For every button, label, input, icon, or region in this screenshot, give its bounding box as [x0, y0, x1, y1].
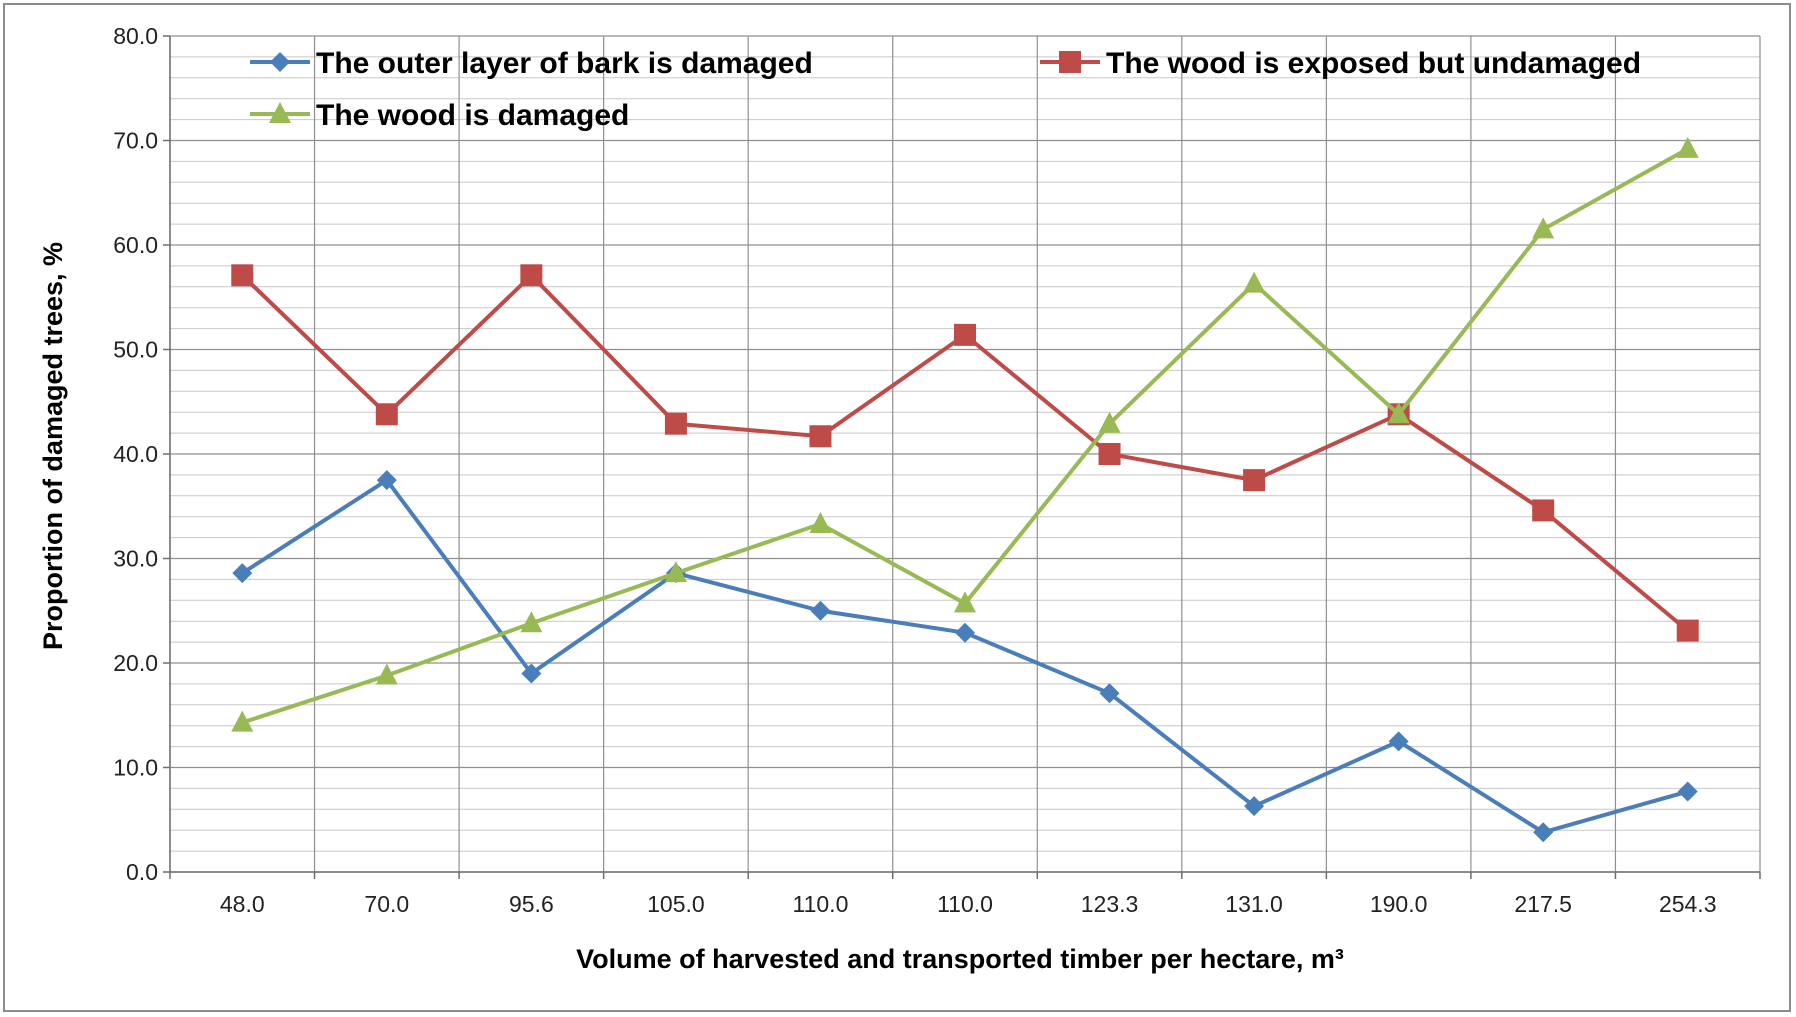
data-point-triangle: [1676, 136, 1699, 158]
x-tick-label: 131.0: [1225, 891, 1283, 917]
y-tick-label: 10.0: [113, 755, 158, 781]
grid: [169, 35, 1761, 873]
data-point-triangle: [1532, 217, 1555, 239]
x-tick-label: 110.0: [793, 891, 849, 917]
data-point-triangle: [1243, 271, 1266, 293]
data-point-square: [1243, 469, 1266, 492]
y-tick-label: 20.0: [113, 650, 158, 676]
legend-item-bark: The outer layer of bark is damaged: [250, 47, 813, 80]
y-tick-label: 30.0: [113, 546, 158, 572]
x-tick-label: 190.0: [1370, 891, 1428, 917]
x-tick-label: 70.0: [364, 891, 409, 917]
x-tick-label: 95.6: [509, 891, 554, 917]
y-axis-title: Proportion of damaged trees, %: [38, 242, 68, 650]
data-point-square: [1532, 499, 1555, 522]
data-point-diamond: [1388, 731, 1409, 752]
x-tick-label: 217.5: [1514, 891, 1572, 917]
legend-label-bark: The outer layer of bark is damaged: [316, 47, 813, 80]
y-tick-label: 0.0: [126, 859, 158, 885]
legend-item-wood-damaged: The wood is damaged: [250, 99, 629, 132]
x-axis-title: Volume of harvested and transported timb…: [576, 944, 1344, 974]
legend: The outer layer of bark is damaged The w…: [250, 47, 1641, 132]
axes: 0.0 10.0 20.0 30.0 40.0 50.0 60.0 70.0 80.0 48.0 7…: [113, 23, 1761, 917]
data-point-diamond: [1244, 796, 1265, 817]
data-point-square: [375, 403, 398, 426]
chart-frame: [3, 3, 1791, 1012]
series-0: [232, 470, 1698, 843]
data-point-triangle: [520, 611, 543, 633]
legend-label-exposed: The wood is exposed but undamaged: [1106, 47, 1641, 80]
data-point-triangle: [375, 663, 398, 685]
x-tick-label: 254.3: [1659, 891, 1717, 917]
data-point-triangle: [231, 710, 254, 732]
data-point-square: [954, 323, 976, 346]
data-point-triangle: [954, 591, 976, 613]
data-point-square: [231, 264, 254, 287]
x-tick-label: 105.0: [647, 891, 705, 917]
y-tick-label: 50.0: [113, 337, 158, 363]
data-point-diamond: [376, 470, 397, 491]
data-point-diamond: [1533, 822, 1554, 843]
y-tick-label: 80.0: [113, 23, 158, 49]
x-tick-label: 110.0: [937, 891, 993, 917]
data-point-square: [664, 412, 687, 435]
data-point-triangle: [1387, 402, 1410, 424]
series-1: [231, 264, 1699, 642]
legend-label-wood-damaged: The wood is damaged: [316, 99, 629, 132]
y-tick-label: 70.0: [113, 128, 158, 154]
data-point-diamond: [232, 563, 253, 584]
data-point-triangle: [809, 512, 832, 534]
data-point-diamond: [955, 622, 975, 643]
data-point-square: [1676, 619, 1699, 642]
series-group: [231, 136, 1699, 843]
y-tick-label: 40.0: [113, 441, 158, 467]
data-point-square: [1098, 443, 1121, 465]
series-2: [231, 136, 1699, 732]
data-point-square: [809, 425, 832, 448]
data-point-triangle: [1098, 411, 1121, 433]
data-point-diamond: [1099, 683, 1120, 704]
data-point-diamond: [1677, 781, 1698, 802]
legend-item-exposed: The wood is exposed but undamaged: [1040, 47, 1641, 80]
data-point-diamond: [521, 663, 542, 684]
data-point-triangle: [664, 561, 687, 583]
y-tick-label: 60.0: [113, 232, 158, 258]
legend-marker-exposed: [1059, 51, 1081, 73]
x-tick-label: 48.0: [220, 891, 265, 917]
legend-marker-wood-damaged: [269, 102, 291, 123]
x-tick-label: 123.3: [1081, 891, 1139, 917]
data-point-diamond: [810, 600, 831, 621]
data-point-square: [520, 264, 543, 287]
legend-marker-bark: [270, 52, 290, 72]
